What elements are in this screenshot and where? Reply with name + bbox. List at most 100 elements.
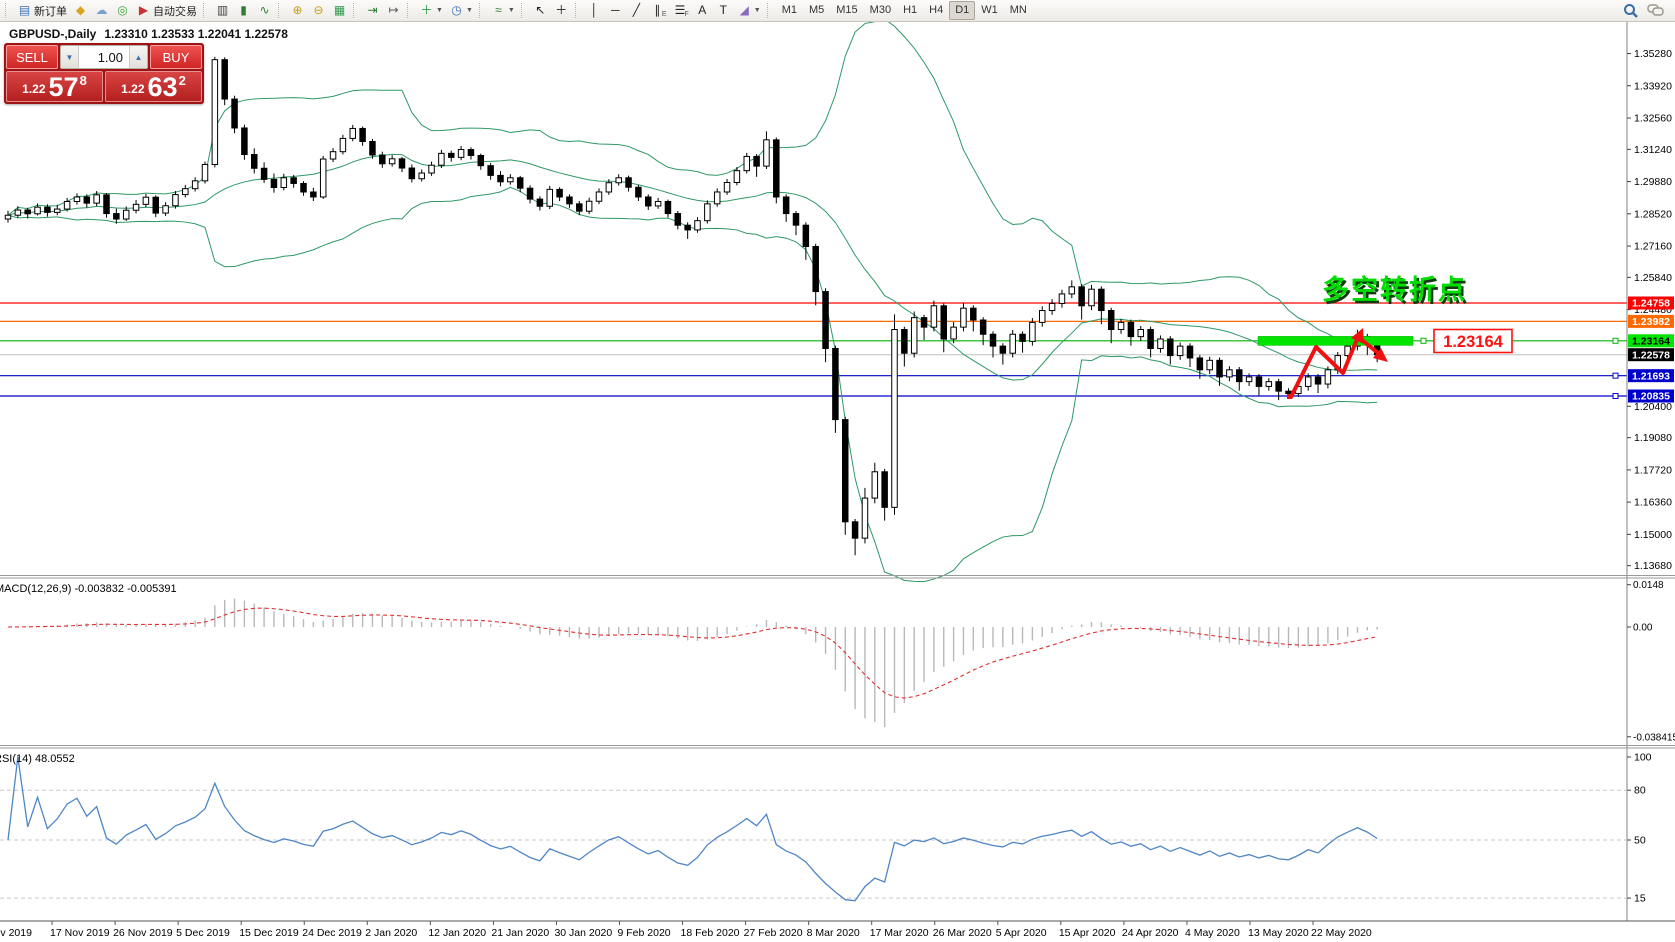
- level-price-box[interactable]: [1433, 328, 1513, 354]
- sell-button[interactable]: SELL: [6, 45, 58, 69]
- candle-body: [556, 188, 563, 198]
- chevron-down-icon[interactable]: ▼: [436, 7, 443, 14]
- candle-body: [1314, 376, 1322, 385]
- candle-body: [497, 174, 504, 183]
- candlestick-chart-button[interactable]: ▮: [233, 1, 254, 20]
- pivot-zone-bar[interactable]: [1257, 336, 1414, 346]
- pivot-label[interactable]: 多空转折点: [1322, 274, 1467, 305]
- candle-body: [270, 178, 278, 188]
- toolbar-separator: [278, 3, 283, 18]
- chart-canvas[interactable]: 1.35280 1.33920 1.32560 1.31240 1.29880 1.285…: [0, 22, 1675, 942]
- market-watch-button[interactable]: ☁: [91, 1, 112, 20]
- date-label: 26 Nov 2019: [113, 927, 173, 939]
- volume-increase-button[interactable]: ▲: [129, 46, 147, 68]
- tile-windows-button[interactable]: ▦: [329, 1, 350, 20]
- fibonacci-icon-sub: F: [684, 11, 689, 18]
- chart-shift-button[interactable]: ↦: [383, 1, 404, 20]
- price-tag-label: 1.21693: [1632, 370, 1670, 382]
- chat-icon[interactable]: [1647, 3, 1665, 18]
- line-handle[interactable]: [1612, 337, 1619, 344]
- new-chart-button[interactable]: ＋ ▼: [416, 1, 446, 20]
- horizontal-line-button[interactable]: ─: [605, 1, 626, 20]
- rsi-axis-label: 100: [1634, 752, 1652, 764]
- timeframe-h1-button[interactable]: H1: [903, 4, 918, 16]
- zoom-out-button[interactable]: ⊖: [308, 1, 329, 20]
- timeframe-m30-button[interactable]: M30: [869, 4, 892, 16]
- clock-icon: ◷: [451, 3, 462, 17]
- bar-chart-button[interactable]: ▥: [212, 1, 233, 20]
- price-tag: [1628, 314, 1674, 328]
- autotrading-button[interactable]: ▶ 自动交易: [133, 1, 200, 20]
- crosshair-icon: ＋: [555, 3, 568, 17]
- candle-body: [44, 206, 51, 213]
- tester-icon: ◎: [117, 3, 128, 17]
- candle-body: [280, 177, 288, 188]
- level-price-label: 1.23164: [1443, 333, 1503, 351]
- candles-layer: [4, 56, 1381, 556]
- fibonacci-button[interactable]: ☰ F: [669, 1, 691, 20]
- candle-body: [674, 213, 682, 226]
- buy-price[interactable]: 1.22 63 2: [105, 71, 202, 102]
- auto-scroll-button[interactable]: ⇥: [362, 1, 383, 20]
- price-tick-label: 1.35280: [1634, 48, 1672, 60]
- candle-body: [83, 196, 91, 204]
- line-handle[interactable]: [1612, 393, 1619, 400]
- buy-button[interactable]: BUY: [150, 45, 202, 69]
- chart-window[interactable]: GBPUSD-,Daily 1.23310 1.23533 1.22041 1.2…: [0, 22, 1675, 942]
- chevron-down-icon[interactable]: ▼: [753, 7, 761, 14]
- trendline-button[interactable]: ╱: [626, 1, 647, 20]
- new-order-button[interactable]: ▤ 新订单: [14, 1, 70, 20]
- search-icon[interactable]: [1623, 3, 1639, 19]
- crosshair-button[interactable]: ＋: [551, 1, 572, 20]
- line-chart-button[interactable]: ∿: [254, 1, 275, 20]
- candle-body: [379, 154, 386, 165]
- timeframe-m15-button[interactable]: M15: [836, 4, 858, 16]
- horizontal-lines[interactable]: [0, 302, 1627, 397]
- vertical-line-button[interactable]: │: [584, 1, 605, 20]
- date-label: 27 Feb 2020: [744, 927, 803, 939]
- sell-price[interactable]: 1.22 57 8: [6, 71, 103, 102]
- timeframe-h4-button[interactable]: H4: [929, 4, 944, 16]
- toolbar-separator: [5, 3, 10, 18]
- timeframe-m5-button[interactable]: M5: [808, 4, 825, 16]
- chevron-down-icon[interactable]: ▼: [465, 7, 473, 14]
- sell-price-point: 8: [79, 73, 87, 88]
- candle-body: [300, 182, 307, 193]
- line-handle[interactable]: [1420, 337, 1427, 344]
- buy-price-figure: 1.22: [121, 82, 145, 96]
- date-label: Nov 2019: [0, 927, 32, 939]
- timeframe-m1-button[interactable]: M1: [781, 4, 797, 16]
- volume-value[interactable]: 1.00: [97, 49, 123, 65]
- candle-body: [566, 196, 573, 205]
- text-label-button[interactable]: T: [713, 1, 734, 20]
- timeframe-w1-button[interactable]: W1: [981, 4, 998, 16]
- candle-body: [1186, 345, 1194, 359]
- indicators-button[interactable]: ≈ ▼: [488, 1, 518, 20]
- zoom-in-button[interactable]: ⊕: [287, 1, 308, 20]
- strategy-tester-button[interactable]: ◎: [112, 1, 133, 20]
- volume-decrease-button[interactable]: ▼: [61, 46, 79, 68]
- candle-body: [438, 152, 445, 166]
- sell-price-figure: 1.22: [22, 82, 46, 96]
- equidistant-channel-button[interactable]: ∥ E: [647, 1, 670, 20]
- chevron-down-icon[interactable]: ▼: [507, 7, 515, 14]
- date-label: 15 Dec 2019: [239, 927, 299, 939]
- text-button[interactable]: A: [692, 1, 713, 20]
- cursor-button[interactable]: ↖: [530, 1, 551, 20]
- macd-label: MACD(12,26,9) -0.003832 -0.005391: [0, 583, 177, 595]
- trend-arrow-line-2[interactable]: [1360, 338, 1380, 355]
- candle-body: [891, 329, 898, 508]
- metaeditor-button[interactable]: ◆: [70, 1, 91, 20]
- candle-body: [369, 140, 376, 156]
- trend-arrow-line[interactable]: [1289, 335, 1360, 399]
- candle-body: [1137, 329, 1144, 338]
- arrows-button[interactable]: ◢ ▼: [734, 1, 764, 20]
- candle-body: [851, 521, 859, 539]
- price-tick-label: 1.17720: [1634, 464, 1672, 476]
- candle-body: [1127, 321, 1135, 338]
- timeframe-mn-button[interactable]: MN: [1009, 4, 1027, 16]
- profiles-button[interactable]: ◷ ▼: [446, 1, 476, 20]
- line-handle[interactable]: [1612, 372, 1619, 379]
- timeframe-d1-button[interactable]: D1: [949, 1, 976, 20]
